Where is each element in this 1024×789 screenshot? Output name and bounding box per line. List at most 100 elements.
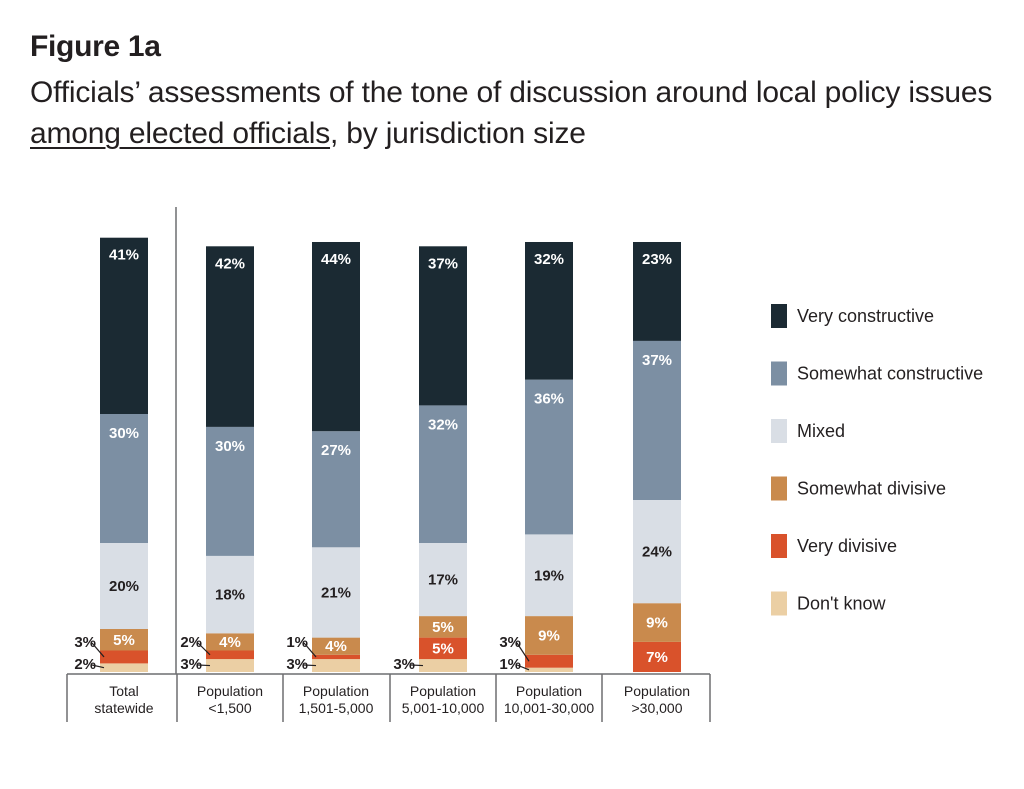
bar-segment: [419, 405, 467, 543]
bar-segment: [100, 414, 148, 543]
category-label: Total statewide: [94, 683, 153, 716]
callout-line: [197, 664, 211, 667]
bar-segment: [525, 654, 573, 668]
data-label: 5%: [113, 632, 135, 649]
bar-group: [525, 242, 573, 672]
data-label: 20%: [109, 578, 139, 595]
figure-title-part: , by jurisdiction size: [330, 117, 586, 150]
category-label-line: 1,501-5,000: [299, 700, 374, 716]
legend-swatch: [771, 361, 787, 386]
category-label: Population 1,501-5,000: [299, 683, 374, 716]
category-label-line: 5,001-10,000: [402, 700, 485, 716]
data-label: 32%: [534, 251, 564, 268]
legend-entry: Very divisive: [797, 536, 897, 556]
data-label: 36%: [534, 391, 564, 408]
legend-swatch: [771, 476, 787, 501]
bar-segment: [525, 534, 573, 617]
data-label: 5%: [432, 619, 454, 636]
category-label: Population 5,001-10,000: [402, 683, 485, 716]
data-label: 17%: [428, 572, 458, 589]
data-label: 21%: [321, 584, 351, 601]
bar-segment: [206, 650, 254, 660]
bar-segment: [312, 637, 360, 655]
data-label: 37%: [642, 352, 672, 369]
callout-line: [303, 664, 317, 667]
bar-segment: [525, 242, 573, 380]
bar-segment: [100, 650, 148, 664]
legend-swatch: [771, 534, 787, 558]
bar-segment: [633, 500, 681, 604]
data-label: 1%: [499, 656, 521, 673]
bar-segment: [633, 340, 681, 500]
legend-entry: Somewhat divisive: [797, 479, 946, 499]
bar-segment: [100, 629, 148, 651]
bar-segment: [206, 246, 254, 427]
category-label: Population <1,500: [197, 683, 263, 716]
data-label: 3%: [499, 634, 521, 651]
data-label: 24%: [642, 544, 672, 561]
bar-group: [419, 246, 467, 672]
bar-segment: [206, 555, 254, 634]
bar-segment: [419, 543, 467, 617]
data-label: 19%: [534, 567, 564, 584]
bar-group: [633, 242, 681, 672]
bar-segment: [100, 663, 148, 672]
data-label: 2%: [74, 656, 96, 673]
bar-segment: [633, 242, 681, 341]
data-label: 3%: [74, 634, 96, 651]
callout-line: [516, 642, 530, 662]
figure-title-underlined: among elected officials: [30, 117, 331, 150]
bar-segment: [419, 616, 467, 638]
data-label: 42%: [215, 255, 245, 272]
bar-segment: [206, 426, 254, 556]
category-label-line: Population: [410, 683, 476, 699]
bar-group: [312, 242, 360, 672]
data-label: 18%: [215, 587, 245, 604]
callout-line: [410, 664, 424, 667]
data-label: 27%: [321, 442, 351, 459]
bar-segment: [419, 659, 467, 672]
bar-segment: [312, 654, 360, 660]
data-label: 7%: [646, 649, 668, 666]
callout-line: [91, 664, 105, 669]
callout-line: [197, 642, 211, 656]
bar-segment: [419, 637, 467, 660]
data-label: 32%: [428, 416, 458, 433]
data-label: 2%: [180, 634, 202, 651]
category-label-line: statewide: [94, 700, 153, 716]
figure-label: Figure 1a: [30, 30, 161, 63]
legend: Very constructive Somewhat constructive Mi…: [771, 304, 983, 616]
category-label-line: Total: [109, 683, 139, 699]
bar-segment: [525, 616, 573, 655]
category-label-line: Population: [303, 683, 369, 699]
callout-line: [303, 642, 317, 658]
data-label: 4%: [325, 638, 347, 655]
callout-layer: 2% 3% 3% 2% 3% 1% 3% 1% 3%: [74, 634, 530, 673]
callout-line: [516, 664, 530, 671]
bar-group: [206, 246, 254, 672]
data-label: 41%: [109, 247, 139, 264]
data-label: 3%: [286, 656, 308, 673]
category-label-line: <1,500: [208, 700, 251, 716]
bar-segment: [419, 246, 467, 406]
bar-segment: [100, 237, 148, 414]
category-label-line: Population: [516, 683, 582, 699]
bar-group: [100, 237, 148, 672]
figure-title-part: Officials’ assessments of the tone of di…: [30, 76, 993, 109]
category-label-line: 10,001-30,000: [504, 700, 595, 716]
legend-swatch: [771, 304, 787, 328]
data-label: 5%: [432, 640, 454, 657]
bar-segment: [100, 543, 148, 629]
legend-swatch: [771, 591, 787, 616]
figure-title: Officials’ assessments of the tone of di…: [30, 72, 1020, 154]
data-label: 4%: [219, 634, 241, 651]
bar-segment: [525, 667, 573, 672]
category-label: Population >30,000: [624, 683, 690, 716]
data-label: 37%: [428, 255, 458, 272]
legend-entry: Mixed: [797, 421, 845, 441]
bar-segment: [525, 379, 573, 535]
category-label-line: >30,000: [632, 700, 683, 716]
data-label: 30%: [109, 425, 139, 442]
data-label: 44%: [321, 251, 351, 268]
